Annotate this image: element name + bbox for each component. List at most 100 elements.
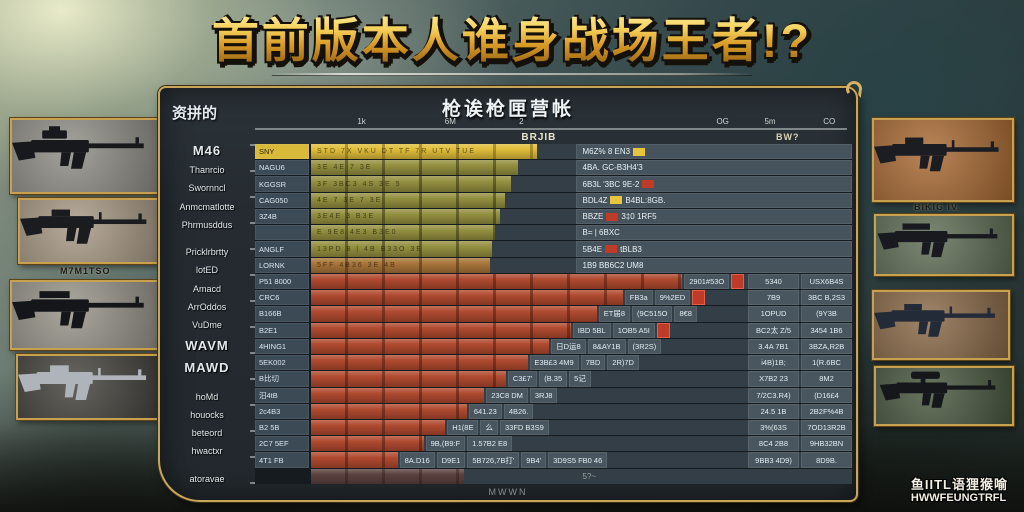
stat-label: atoravae [189, 474, 225, 484]
stat-label: WAVM [185, 339, 229, 353]
row-main-zone: 641.23 4B26. 24.5 1B 2B2F%4B [311, 403, 852, 419]
table-row: B比切 C3£7' (B.35 5记 X7B2 23 8M2 [255, 371, 852, 387]
right-value-cell: 2B2F%4B [801, 403, 852, 419]
weapon-rifle-image [874, 292, 1008, 358]
row-label-cell: B2 5B [255, 419, 309, 436]
row-main-zone: E 9E8 4E3 B3E0 B= | 6BXC [311, 225, 852, 241]
value-cell: FB3a [624, 290, 653, 306]
row-right-columns: 7B9 3BC B,2S3 [748, 290, 852, 306]
value-cell: 9B,(B9:F [425, 436, 466, 452]
row-label-cell: 4HING1 [255, 338, 309, 355]
row-annotation-cell: B= | 6BXC [575, 225, 852, 241]
right-value-cell: X7B2 23 [748, 371, 799, 387]
axis-tick-label: CO [823, 117, 836, 126]
table-row: 2C7 5EF 9B,(B9:F 1.57B2 E8 8C4 2B8 9HB32BN [255, 436, 852, 452]
right-value-cell: (D16£4 [801, 387, 852, 403]
axis-tick-label: 5m [764, 117, 776, 126]
right-value-cell: i4B)1B; [748, 355, 799, 371]
yellow-chip-icon [633, 147, 646, 156]
row-annotation-cell: 5B4E tBLB3 [575, 241, 852, 257]
row-main-zone: 5FF 4B36 3E 4B 1B9 BB6C2 UM8 [311, 257, 852, 273]
stat-label: VuDme [192, 321, 222, 331]
row-bar-zone: E 9E8 4E3 B3E0 [311, 225, 574, 241]
value-cell: 8€8 [674, 306, 697, 322]
right-value-cell: 1(R.6BC [801, 355, 852, 371]
row-bar-zone: 641.23 4B26. [311, 403, 744, 419]
row-bar-zone: IBD 5BL 1OB5 A5I [311, 322, 744, 338]
value-cell: C3£7' [507, 371, 538, 387]
weapon-card-left-2 [18, 198, 162, 264]
row-main-zone: 日D运8 8&AY1B (3R2S) 3.4A 7B1 3BZA,R2B [311, 338, 852, 355]
stat-bar [311, 468, 464, 484]
stat-bar: 3E 4E 7 3E [311, 160, 519, 176]
annotation-text: 1B9 BB6C2 UM8 [582, 260, 644, 270]
row-label-cell: B2E1 [255, 322, 309, 338]
row-bar-zone: C3£7' (B.35 5记 [311, 371, 744, 387]
right-value-cell: BC2太 Z/5 [748, 322, 799, 338]
row-main-zone: FB3a 9%2ED 7B9 3BC B,2S3 [311, 290, 852, 306]
stats-panel: 资拼的 枪诶枪匣营帐 BRJIB BW? 1k 6M 2 OG 5m CO M46 Than… [158, 79, 864, 502]
row-label-cell: 2c4B3 [255, 403, 309, 419]
red-chip-icon [605, 245, 618, 254]
axis-tick-label: OG [716, 117, 729, 126]
value-cell: D9E1 [436, 452, 466, 468]
table-row: B166B ET届8 (9C515O 8€8 1OPUD (9Y3B [255, 306, 852, 322]
watermark: 鱼IITL语狸猴喻 HWWFEUNGTRFL [911, 477, 1008, 504]
weapon-carbine-image [876, 216, 1012, 274]
row-bar-zone: 3E 4E 7 3E [311, 160, 574, 176]
stats-table: SNY STD 7X VKU DT TF 7R UTV TUE M6Z% 8 EN3… [255, 144, 852, 484]
stat-bar: 3F 3BC3 4S 3E 5 [311, 176, 511, 192]
value-cell: 8&AY1B [587, 338, 626, 355]
value-cell: 1OB5 A5I [612, 322, 655, 338]
right-value-cell: (9Y3B [801, 306, 852, 322]
table-row: ANGLF 13PD 8 | 4B B33O 3E 5B4E tBLB3 [255, 241, 852, 257]
weapon-sniper-image [876, 368, 1012, 424]
annotation-text: BDL4Z [582, 195, 608, 205]
row-label-cell [255, 469, 309, 484]
weapon-card-left-4 [16, 354, 162, 420]
row-label-cell: 4T1 FB [255, 452, 309, 468]
yellow-chip-icon [610, 196, 623, 205]
right-value-cell: 24.5 1B [748, 403, 799, 419]
value-cell: 9B4' [521, 452, 547, 468]
row-label-cell: P51 8000 [255, 273, 309, 290]
row-bar-zone [311, 468, 575, 484]
value-cell: 3D9S5 FB0 46 [548, 452, 608, 468]
stat-bar [311, 306, 597, 322]
table-row: B2 5B H1(8E 么 33FD B3S9 3%(63S 7OD13R2B [255, 419, 852, 436]
row-right-columns: 5340 USX6B4S [748, 273, 852, 290]
row-label-cell: NAGU6 [255, 160, 309, 176]
stat-label: Pricklrbrtty [185, 248, 229, 258]
row-main-zone: 3E4E 3 B3E BBZE 3‡0 1RF5 [311, 208, 852, 225]
row-bar-zone: 3E4E 3 B3E [311, 208, 574, 225]
stat-bar [311, 452, 398, 468]
value-cell: 2R)7D [607, 355, 639, 371]
stat-bar [311, 387, 485, 403]
table-row: 4T1 FB 8A.D16 D9E1 5B726,7B打' 9B4' 3D9S5 FB0 … [255, 452, 852, 468]
row-label-cell: 2C7 5EF [255, 436, 309, 452]
table-axis: BRJIB BW? 1k 6M 2 OG 5m CO [255, 117, 847, 143]
annotation-text: B= | 6BXC [582, 228, 620, 238]
annotation-text: B4BL:8GB. [625, 195, 666, 205]
stat-bar: 5FF 4B36 3E 4B [311, 257, 490, 273]
row-bar-zone: STD 7X VKU DT TF 7R UTV TUE [311, 144, 574, 160]
row-annotation-cell: M6Z% 8 EN3 [575, 144, 852, 160]
red-chip-icon [656, 322, 670, 338]
row-main-zone: E3B£3 4M9 7BD 2R)7D i4B)1B; 1(R.6BC [311, 355, 852, 371]
row-bar-zone: 4E 7 3E 7 3E [311, 192, 574, 208]
row-main-zone: 8A.D16 D9E1 5B726,7B打' 9B4' 3D9S5 FB0 46 9BB3… [311, 452, 852, 468]
row-main-zone: 13PD 8 | 4B B33O 3E 5B4E tBLB3 [311, 241, 852, 257]
row-label-cell: KGGSR [255, 176, 309, 192]
stat-label-rail: M46 Thanrcio Swornncl Anmcmatlotte Phrmusddu… [164, 144, 250, 484]
row-label-cell: SNY [255, 144, 309, 160]
panel-corner-label: 资拼的 [172, 105, 218, 122]
stat-bar: 13PD 8 | 4B B33O 3E [311, 241, 493, 257]
value-cell: 8A.D16 [399, 452, 435, 468]
row-label-cell: B比切 [255, 371, 309, 387]
stat-bar [311, 403, 467, 419]
value-cell: 23C8 DM [486, 387, 528, 403]
weapon-card-right-2 [874, 214, 1014, 276]
right-value-cell: 8M2 [801, 371, 852, 387]
row-main-zone: 3F 3BC3 4S 3E 5 6B3L '3BC 9E-2 [311, 176, 852, 192]
value-cell: (9C515O [632, 306, 673, 322]
